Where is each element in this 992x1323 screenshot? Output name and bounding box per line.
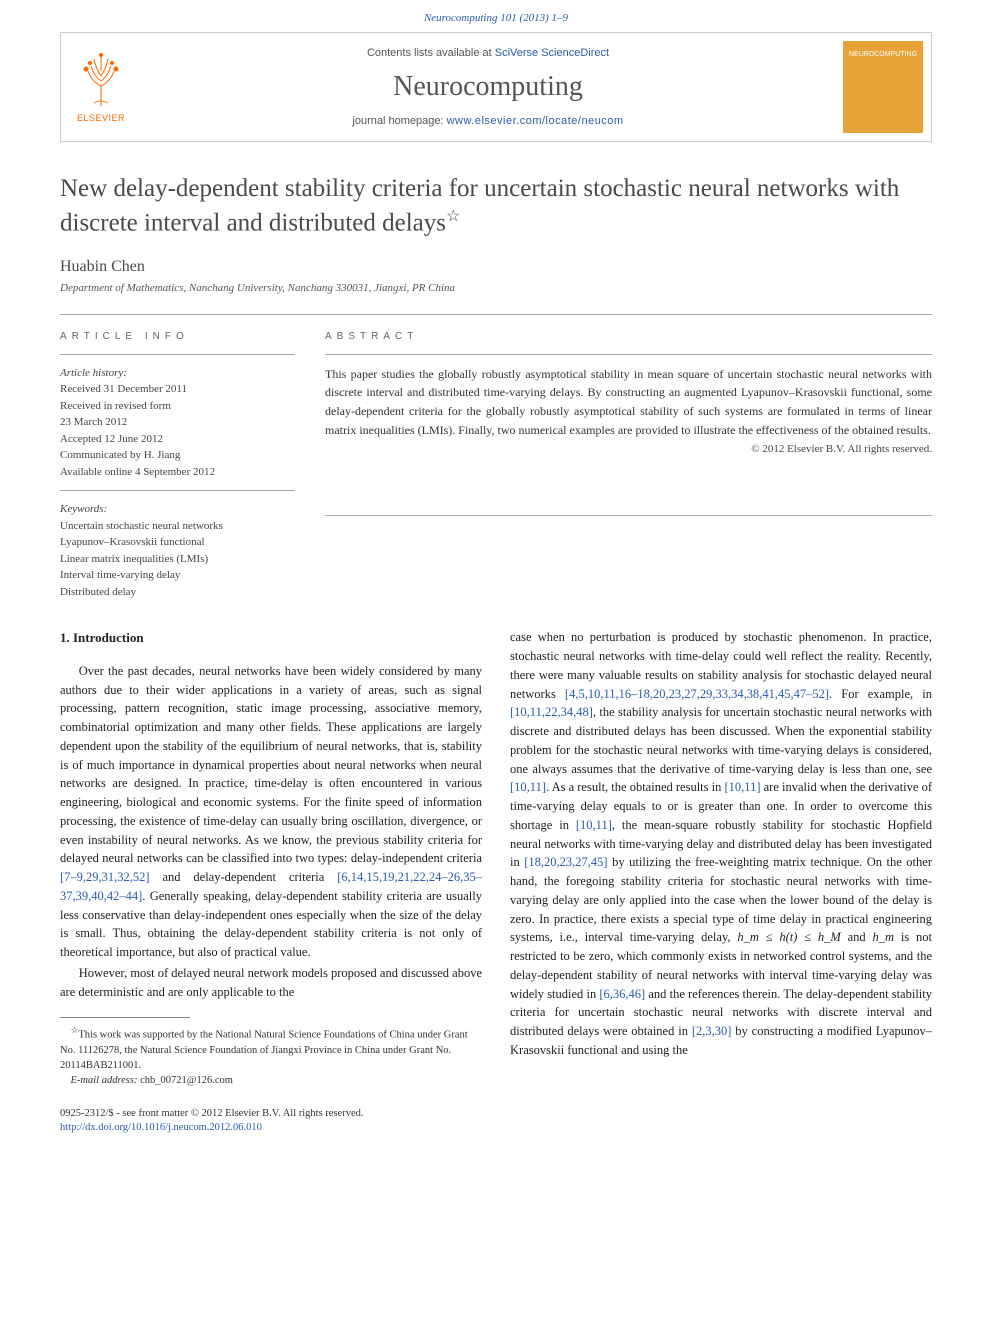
math-inline: h_m bbox=[873, 930, 895, 944]
top-divider bbox=[60, 314, 932, 315]
ref-link[interactable]: [10,11] bbox=[576, 818, 612, 832]
article-info-header: ARTICLE INFO bbox=[60, 331, 295, 342]
elsevier-label: ELSEVIER bbox=[77, 113, 125, 123]
section-1-heading: 1. Introduction bbox=[60, 628, 482, 648]
page-header: Neurocomputing 101 (2013) 1–9 bbox=[0, 0, 992, 32]
keywords-label: Keywords: bbox=[60, 501, 295, 518]
keyword: Lyapunov–Krasovskii functional bbox=[60, 534, 295, 551]
history-line: Received in revised form bbox=[60, 398, 295, 415]
ref-link[interactable]: [4,5,10,11,16–18,20,23,27,29,33,34,38,41… bbox=[565, 687, 829, 701]
author-name: Huabin Chen bbox=[60, 258, 932, 276]
ref-link[interactable]: [7–9,29,31,32,52] bbox=[60, 870, 150, 884]
abstract-text: This paper studies the globally robustly… bbox=[325, 365, 932, 439]
journal-cover-label: NEUROCOMPUTING bbox=[848, 51, 918, 58]
text: and bbox=[841, 930, 873, 944]
footnote-text: This work was supported by the National … bbox=[60, 1030, 468, 1071]
history-line: Accepted 12 June 2012 bbox=[60, 431, 295, 448]
author-affiliation: Department of Mathematics, Nanchang Univ… bbox=[60, 282, 932, 294]
body-column-right: case when no perturbation is produced by… bbox=[510, 628, 932, 1088]
keyword: Uncertain stochastic neural networks bbox=[60, 518, 295, 535]
keyword: Linear matrix inequalities (LMIs) bbox=[60, 551, 295, 568]
homepage-prefix: journal homepage: bbox=[352, 115, 446, 127]
footnote-divider bbox=[60, 1017, 190, 1018]
contents-prefix: Contents lists available at bbox=[367, 47, 495, 59]
journal-box: ELSEVIER Contents lists available at Sci… bbox=[60, 32, 932, 142]
abstract-divider-top bbox=[325, 354, 932, 355]
sciencedirect-link[interactable]: SciVerse ScienceDirect bbox=[495, 47, 609, 59]
email-label: E-mail address: bbox=[71, 1075, 138, 1086]
history-label: Article history: bbox=[60, 365, 295, 382]
text: Over the past decades, neural networks h… bbox=[60, 664, 482, 866]
ref-link[interactable]: [10,11] bbox=[510, 780, 546, 794]
keyword: Interval time-varying delay bbox=[60, 567, 295, 584]
body-columns: 1. Introduction Over the past decades, n… bbox=[60, 628, 932, 1088]
front-matter-line: 0925-2312/$ - see front matter © 2012 El… bbox=[60, 1107, 932, 1122]
footer-block: 0925-2312/$ - see front matter © 2012 El… bbox=[60, 1107, 932, 1136]
body-column-left: 1. Introduction Over the past decades, n… bbox=[60, 628, 482, 1088]
history-line: 23 March 2012 bbox=[60, 414, 295, 431]
doi-link[interactable]: http://dx.doi.org/10.1016/j.neucom.2012.… bbox=[60, 1122, 262, 1133]
info-divider-2 bbox=[60, 490, 295, 491]
keywords-block: Keywords: Uncertain stochastic neural ne… bbox=[60, 501, 295, 600]
article-title: New delay-dependent stability criteria f… bbox=[60, 172, 932, 240]
journal-name: Neurocomputing bbox=[151, 71, 825, 103]
homepage-line: journal homepage: www.elsevier.com/locat… bbox=[151, 115, 825, 127]
title-text: New delay-dependent stability criteria f… bbox=[60, 175, 899, 236]
ref-link[interactable]: [2,3,30] bbox=[692, 1024, 732, 1038]
abstract-copyright: © 2012 Elsevier B.V. All rights reserved… bbox=[325, 443, 932, 455]
history-line: Available online 4 September 2012 bbox=[60, 464, 295, 481]
journal-box-center: Contents lists available at SciVerse Sci… bbox=[141, 33, 835, 141]
ref-link[interactable]: [6,36,46] bbox=[599, 987, 645, 1001]
abstract-header: ABSTRACT bbox=[325, 331, 932, 342]
email-footnote: E-mail address: chb_00721@126.com bbox=[60, 1073, 482, 1088]
text: and delay-dependent criteria bbox=[150, 870, 338, 884]
keyword: Distributed delay bbox=[60, 584, 295, 601]
text: . For example, in bbox=[829, 687, 932, 701]
contents-line: Contents lists available at SciVerse Sci… bbox=[151, 47, 825, 59]
elsevier-logo: ELSEVIER bbox=[61, 33, 141, 141]
abstract-divider-bottom bbox=[325, 515, 932, 516]
history-line: Communicated by H. Jiang bbox=[60, 447, 295, 464]
ref-link[interactable]: [10,11,22,34,48] bbox=[510, 705, 593, 719]
homepage-link[interactable]: www.elsevier.com/locate/neucom bbox=[447, 115, 624, 127]
ref-link[interactable]: [18,20,23,27,45] bbox=[524, 855, 607, 869]
intro-continued: case when no perturbation is produced by… bbox=[510, 628, 932, 1059]
journal-cover-thumb: NEUROCOMPUTING bbox=[843, 41, 923, 133]
title-footnote-symbol: ☆ bbox=[446, 208, 460, 225]
article-info-column: ARTICLE INFO Article history: Received 3… bbox=[60, 331, 295, 601]
ref-link[interactable]: [10,11] bbox=[725, 780, 761, 794]
text: . As a result, the obtained results in bbox=[546, 780, 725, 794]
article-history: Article history: Received 31 December 20… bbox=[60, 365, 295, 481]
abstract-column: ABSTRACT This paper studies the globally… bbox=[325, 331, 932, 601]
math-inline: h_m ≤ h(t) ≤ h_M bbox=[737, 930, 840, 944]
intro-para-1: Over the past decades, neural networks h… bbox=[60, 662, 482, 962]
funding-footnote: ☆This work was supported by the National… bbox=[60, 1024, 482, 1073]
intro-para-2: However, most of delayed neural network … bbox=[60, 964, 482, 1002]
elsevier-tree-icon bbox=[76, 51, 126, 111]
info-divider-1 bbox=[60, 354, 295, 355]
email-address[interactable]: chb_00721@126.com bbox=[140, 1075, 233, 1086]
info-abstract-row: ARTICLE INFO Article history: Received 3… bbox=[60, 331, 932, 601]
history-line: Received 31 December 2011 bbox=[60, 381, 295, 398]
